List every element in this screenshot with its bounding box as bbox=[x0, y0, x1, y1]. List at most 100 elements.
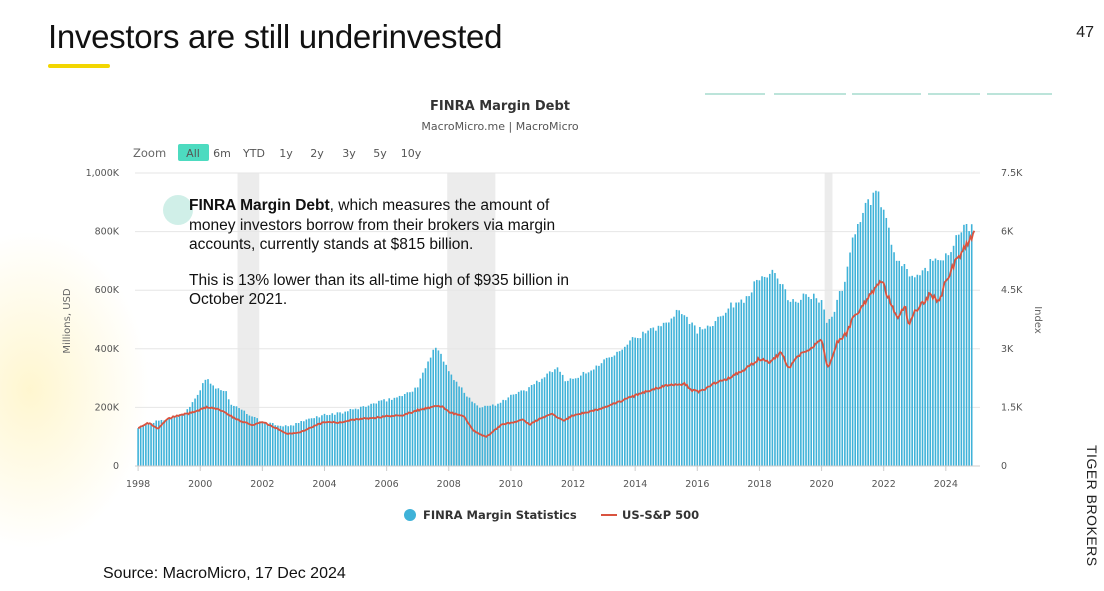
bar bbox=[864, 202, 867, 467]
bar bbox=[321, 415, 323, 466]
y-tick-label: 0 bbox=[113, 461, 119, 472]
bar bbox=[189, 406, 191, 466]
chart-subtitle: MacroMicro.me | MacroMicro bbox=[421, 120, 579, 133]
bar bbox=[582, 371, 585, 466]
bar bbox=[885, 217, 888, 466]
zoom-button-10y[interactable]: 10y bbox=[401, 147, 422, 160]
bar bbox=[642, 331, 644, 466]
bar bbox=[523, 390, 525, 466]
bar bbox=[406, 392, 409, 466]
legend-label-sp500[interactable]: US-S&P 500 bbox=[622, 508, 699, 522]
bar bbox=[196, 394, 199, 466]
bar bbox=[139, 427, 142, 466]
x-tick-label: 2014 bbox=[623, 479, 647, 490]
bar bbox=[302, 421, 305, 466]
bar bbox=[603, 359, 605, 466]
x-tick-label: 2004 bbox=[312, 479, 336, 490]
bar bbox=[142, 425, 145, 466]
bar bbox=[499, 402, 502, 466]
bar bbox=[183, 413, 186, 466]
bar bbox=[781, 284, 784, 466]
bar bbox=[911, 275, 913, 466]
bar bbox=[579, 375, 582, 466]
bar bbox=[893, 252, 895, 466]
zoom-button-2y[interactable]: 2y bbox=[310, 147, 324, 160]
bar bbox=[494, 405, 497, 466]
title-underline bbox=[48, 64, 110, 68]
bar bbox=[624, 346, 626, 466]
bar bbox=[585, 373, 587, 466]
bar bbox=[416, 387, 419, 466]
x-tick-label: 2008 bbox=[437, 479, 461, 490]
bar bbox=[541, 378, 543, 466]
bar bbox=[336, 412, 339, 466]
bar bbox=[502, 399, 504, 466]
chart-container: 0 200K 400K 600K 800K 1,000K 0 1.5K 3K 4.5K 6K 7.5K… bbox=[55, 88, 1065, 538]
y-tick-label: 400K bbox=[95, 344, 120, 355]
x-tick-label: 2016 bbox=[685, 479, 709, 490]
zoom-button-ytd[interactable]: YTD bbox=[242, 147, 265, 160]
bar bbox=[564, 381, 567, 466]
x-tick-label: 2022 bbox=[872, 479, 896, 490]
bar bbox=[877, 191, 880, 466]
bar bbox=[875, 190, 877, 466]
bar bbox=[227, 399, 230, 466]
recession-band bbox=[237, 173, 260, 466]
bar bbox=[253, 416, 256, 466]
bar bbox=[722, 315, 724, 466]
x-tick-label: 2018 bbox=[747, 479, 771, 490]
bar bbox=[378, 400, 380, 466]
zoom-button-all[interactable]: All bbox=[186, 147, 200, 160]
bar bbox=[701, 329, 704, 466]
bar bbox=[836, 299, 838, 466]
x-tick-label: 2002 bbox=[250, 479, 274, 490]
bar bbox=[872, 192, 875, 466]
zoom-button-6m[interactable]: 6m bbox=[213, 147, 231, 160]
legend[interactable]: FINRA Margin Statistics US-S&P 500 bbox=[404, 508, 699, 522]
bar bbox=[779, 283, 781, 466]
bar bbox=[709, 326, 712, 466]
bar bbox=[849, 252, 851, 466]
bar bbox=[750, 292, 753, 466]
bar bbox=[258, 421, 261, 466]
bar bbox=[344, 411, 347, 466]
bar bbox=[240, 409, 243, 466]
bar bbox=[932, 260, 934, 466]
bar bbox=[678, 310, 680, 466]
legend-label-margin[interactable]: FINRA Margin Statistics bbox=[423, 508, 577, 522]
bar bbox=[341, 413, 344, 466]
bar bbox=[163, 420, 165, 466]
bar bbox=[730, 302, 732, 466]
bar bbox=[934, 258, 937, 466]
bar bbox=[204, 379, 207, 466]
bar bbox=[424, 368, 427, 466]
bar bbox=[396, 397, 398, 466]
bar bbox=[963, 224, 965, 466]
bar bbox=[476, 405, 479, 466]
bar bbox=[820, 300, 823, 466]
bar bbox=[968, 231, 970, 466]
zoom-button-3y[interactable]: 3y bbox=[342, 147, 356, 160]
bar bbox=[957, 234, 960, 466]
bar bbox=[789, 301, 792, 466]
bar bbox=[403, 393, 406, 466]
bar bbox=[714, 321, 717, 466]
bar bbox=[805, 294, 807, 466]
bar bbox=[199, 390, 202, 466]
bar bbox=[359, 406, 362, 466]
bar bbox=[901, 266, 903, 466]
bar bbox=[393, 397, 396, 466]
bar bbox=[869, 204, 872, 466]
bar bbox=[945, 253, 947, 466]
bar bbox=[895, 260, 898, 466]
bar bbox=[761, 276, 763, 466]
zoom-button-1y[interactable]: 1y bbox=[279, 147, 293, 160]
zoom-button-5y[interactable]: 5y bbox=[373, 147, 387, 160]
y2-axis-title: Index bbox=[1032, 306, 1043, 334]
bar bbox=[284, 425, 287, 466]
bar bbox=[328, 414, 331, 466]
bar bbox=[906, 269, 908, 466]
bar bbox=[691, 322, 693, 466]
x-tick-label: 2020 bbox=[809, 479, 833, 490]
bar bbox=[463, 392, 466, 466]
